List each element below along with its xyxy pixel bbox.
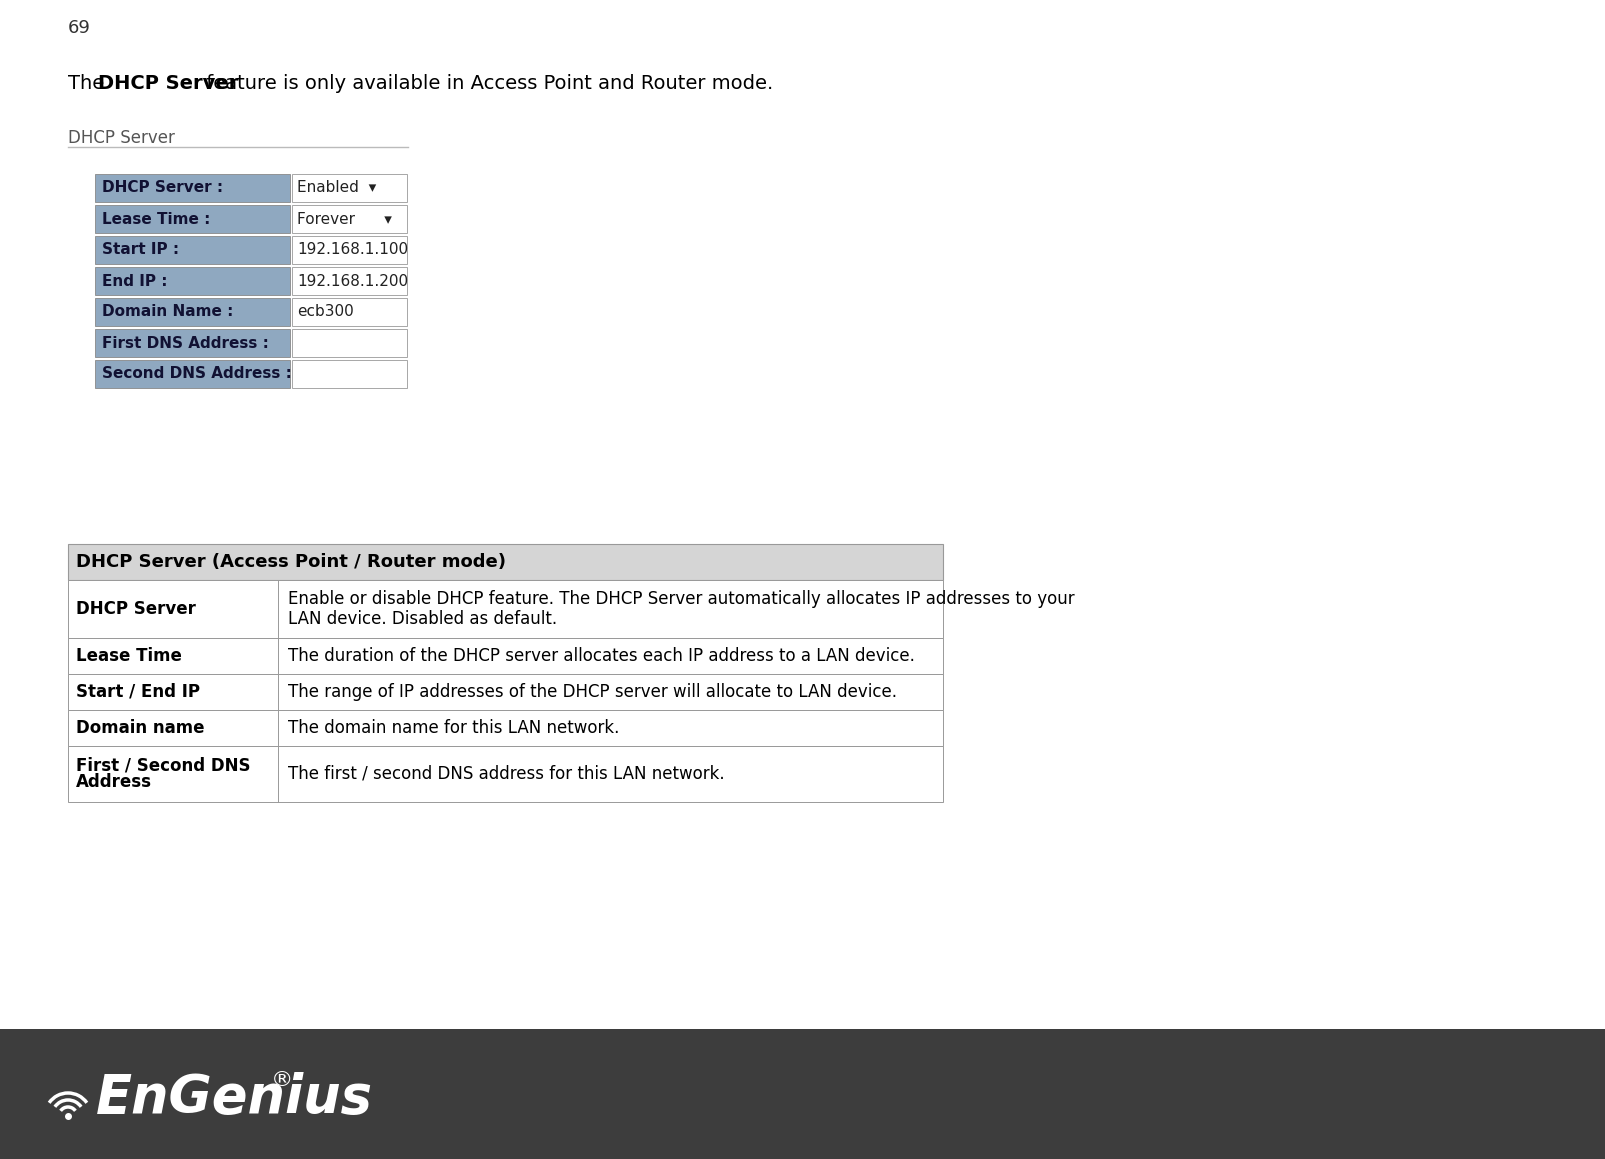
Bar — [292, 360, 406, 388]
Text: First / Second DNS: First / Second DNS — [75, 757, 250, 775]
Bar — [67, 637, 942, 675]
Text: End IP :: End IP : — [103, 274, 167, 289]
Bar — [292, 267, 406, 296]
Text: 192.168.1.100: 192.168.1.100 — [297, 242, 408, 257]
Bar — [292, 329, 406, 357]
Text: Domain Name :: Domain Name : — [103, 305, 233, 320]
Text: Address: Address — [75, 773, 152, 790]
Text: The first / second DNS address for this LAN network.: The first / second DNS address for this … — [287, 765, 724, 783]
Bar — [67, 746, 942, 802]
Text: Enable or disable DHCP feature. The DHCP Server automatically allocates IP addre: Enable or disable DHCP feature. The DHCP… — [287, 590, 1074, 608]
Text: Start / End IP: Start / End IP — [75, 683, 201, 701]
Text: The range of IP addresses of the DHCP server will allocate to LAN device.: The range of IP addresses of the DHCP se… — [287, 683, 897, 701]
Bar — [0, 1029, 1605, 1159]
Bar — [95, 298, 291, 326]
Text: Start IP :: Start IP : — [103, 242, 180, 257]
Bar — [95, 174, 291, 202]
Bar — [67, 580, 942, 637]
Text: DHCP Server :: DHCP Server : — [103, 181, 223, 196]
Text: DHCP Server: DHCP Server — [98, 74, 238, 93]
Text: Domain name: Domain name — [75, 719, 204, 737]
Bar — [95, 267, 291, 296]
Bar — [95, 205, 291, 233]
Text: Lease Time :: Lease Time : — [103, 211, 210, 226]
Text: ecb300: ecb300 — [297, 305, 353, 320]
Text: LAN device. Disabled as default.: LAN device. Disabled as default. — [287, 610, 557, 627]
Text: The duration of the DHCP server allocates each IP address to a LAN device.: The duration of the DHCP server allocate… — [287, 647, 915, 665]
Text: Forever      ▾: Forever ▾ — [297, 211, 392, 226]
Text: DHCP Server (Access Point / Router mode): DHCP Server (Access Point / Router mode) — [75, 553, 506, 571]
Bar — [292, 174, 406, 202]
Bar — [67, 675, 942, 710]
Text: 192.168.1.200: 192.168.1.200 — [297, 274, 408, 289]
Text: Second DNS Address :: Second DNS Address : — [103, 366, 292, 381]
Text: The domain name for this LAN network.: The domain name for this LAN network. — [287, 719, 620, 737]
Bar — [292, 298, 406, 326]
Text: DHCP Server: DHCP Server — [75, 600, 196, 618]
Bar — [292, 236, 406, 264]
Text: ®: ® — [271, 1070, 294, 1089]
Text: The: The — [67, 74, 111, 93]
Text: feature is only available in Access Point and Router mode.: feature is only available in Access Poin… — [201, 74, 772, 93]
Bar — [95, 360, 291, 388]
Bar — [95, 236, 291, 264]
Text: First DNS Address :: First DNS Address : — [103, 335, 268, 350]
Text: Lease Time: Lease Time — [75, 647, 181, 665]
Text: Enabled  ▾: Enabled ▾ — [297, 181, 376, 196]
Text: EnGenius: EnGenius — [96, 1072, 372, 1124]
Text: 69: 69 — [67, 19, 91, 37]
Text: DHCP Server: DHCP Server — [67, 129, 175, 147]
Bar — [67, 710, 942, 746]
Bar — [95, 329, 291, 357]
Bar — [67, 544, 942, 580]
Bar — [292, 205, 406, 233]
